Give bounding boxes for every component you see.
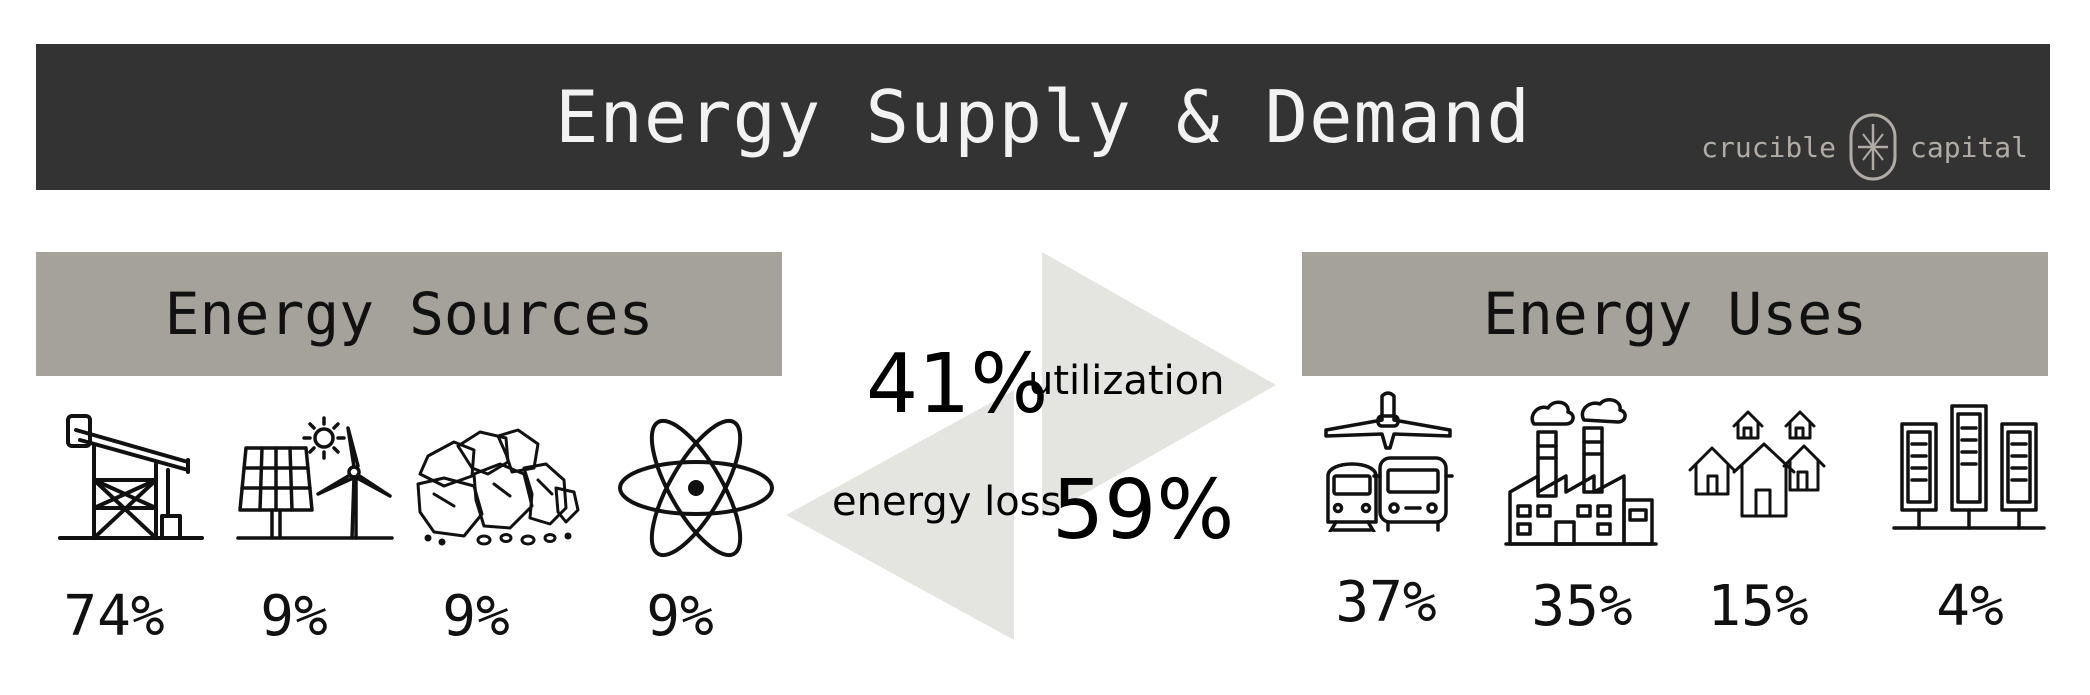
coal-percentage: 9% xyxy=(442,584,510,649)
brand-name-right: capital xyxy=(1909,130,2028,164)
oil-percentage: 74% xyxy=(63,584,165,649)
energy-flow-diagram: 41% utilization energy loss 59% xyxy=(786,252,1276,640)
houses-icon xyxy=(1688,410,1826,518)
energy-loss-value: 59% xyxy=(1052,463,1234,558)
renewables-percentage: 9% xyxy=(260,584,328,649)
energy-uses-header: Energy Uses xyxy=(1302,252,2048,376)
data-centers-percentage: 4% xyxy=(1936,574,2004,639)
coal-icon xyxy=(416,428,580,546)
crucible-logo-icon xyxy=(1849,113,1897,181)
data-center-icon xyxy=(1892,404,2046,530)
energy-sources-header: Energy Sources xyxy=(36,252,782,376)
atom-icon xyxy=(618,418,774,558)
title-bar: Energy Supply & Demand crucible capital xyxy=(36,44,2050,190)
solar-wind-icon xyxy=(236,416,394,540)
utilization-label: utilization xyxy=(1028,358,1225,404)
industry-percentage: 35% xyxy=(1531,574,1633,639)
energy-loss-arrow-shape xyxy=(786,390,1014,640)
brand-name-left: crucible xyxy=(1701,130,1836,164)
page-title: Energy Supply & Demand xyxy=(555,75,1531,159)
energy-sources-title: Energy Sources xyxy=(164,280,654,348)
nuclear-percentage: 9% xyxy=(646,584,714,649)
brand-logo: crucible capital xyxy=(1701,112,2028,182)
utilization-value: 41% xyxy=(866,337,1048,432)
factory-icon xyxy=(1504,398,1658,546)
transport-icon xyxy=(1324,391,1454,532)
transport-percentage: 37% xyxy=(1335,570,1437,635)
residential-percentage: 15% xyxy=(1707,574,1809,639)
energy-loss-label: energy loss xyxy=(832,479,1061,525)
energy-uses-title: Energy Uses xyxy=(1482,280,1868,348)
oil-pump-icon xyxy=(58,414,204,540)
utilization-arrow-shape xyxy=(1042,252,1276,518)
